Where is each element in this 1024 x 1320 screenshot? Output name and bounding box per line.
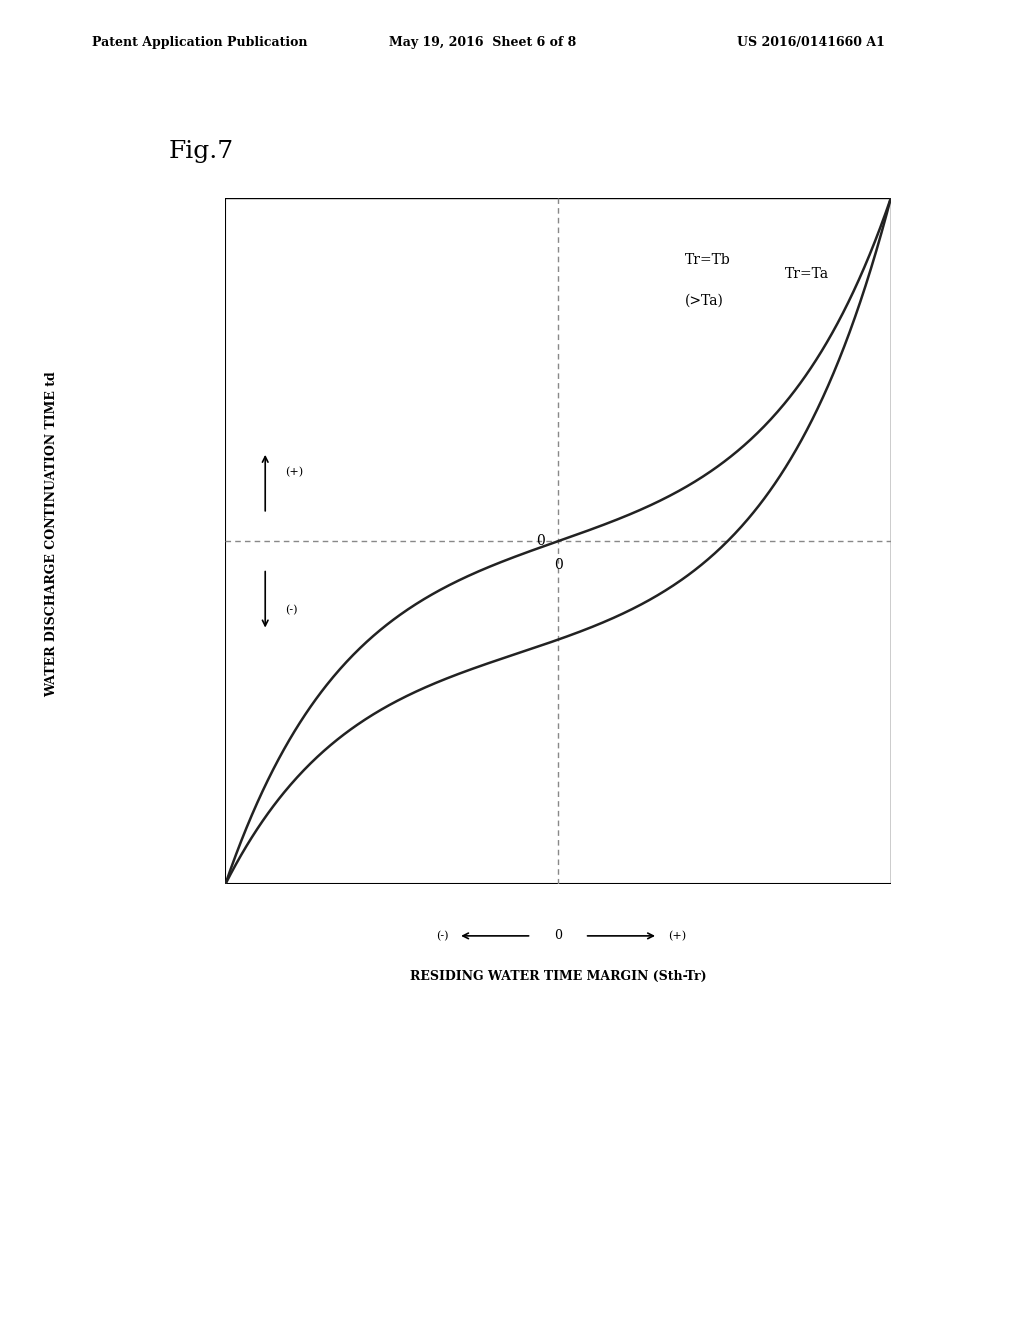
Text: (>Ta): (>Ta) [685, 294, 723, 308]
Text: US 2016/0141660 A1: US 2016/0141660 A1 [737, 36, 885, 49]
Text: 0: 0 [554, 558, 562, 573]
Text: (+): (+) [285, 467, 303, 478]
Text: (-): (-) [285, 605, 298, 615]
Text: (-): (-) [436, 931, 449, 941]
Text: 0: 0 [554, 929, 562, 942]
Text: WATER DISCHARGE CONTINUATION TIME td: WATER DISCHARGE CONTINUATION TIME td [45, 372, 57, 697]
Text: 0: 0 [536, 535, 545, 548]
Text: (+): (+) [668, 931, 686, 941]
Text: Patent Application Publication: Patent Application Publication [92, 36, 307, 49]
Text: Fig.7: Fig.7 [169, 140, 234, 164]
Text: RESIDING WATER TIME MARGIN (Sth-Tr): RESIDING WATER TIME MARGIN (Sth-Tr) [410, 970, 707, 983]
Text: May 19, 2016  Sheet 6 of 8: May 19, 2016 Sheet 6 of 8 [389, 36, 577, 49]
Text: Tr=Ta: Tr=Ta [784, 267, 828, 281]
Text: Tr=Tb: Tr=Tb [685, 252, 730, 267]
